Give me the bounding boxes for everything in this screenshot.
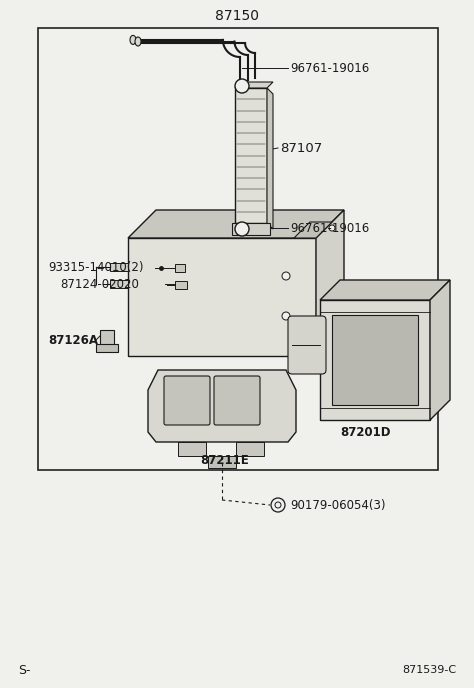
Bar (38, 28, 438, 470)
Text: 96761-19016: 96761-19016 (290, 222, 369, 235)
Bar (100, 330, 114, 348)
Bar (178, 442, 206, 456)
Polygon shape (235, 82, 273, 88)
Bar (110, 280, 128, 288)
Ellipse shape (130, 35, 136, 45)
Circle shape (282, 272, 290, 280)
Polygon shape (148, 370, 296, 442)
Text: 87107: 87107 (280, 142, 322, 155)
Bar (208, 456, 236, 468)
Bar (110, 263, 128, 271)
Text: 93315-14010(2): 93315-14010(2) (48, 261, 144, 275)
Polygon shape (267, 88, 273, 229)
Polygon shape (320, 280, 450, 300)
Ellipse shape (135, 37, 141, 46)
Polygon shape (294, 222, 332, 238)
Bar (332, 315, 418, 405)
Bar (128, 238, 316, 356)
Text: 87201D: 87201D (340, 425, 391, 438)
Circle shape (275, 502, 281, 508)
Text: 90179-06054(3): 90179-06054(3) (290, 499, 385, 511)
Circle shape (329, 225, 335, 231)
Text: 87126A: 87126A (48, 334, 98, 347)
Bar (232, 223, 270, 235)
Circle shape (271, 498, 285, 512)
Text: 871539-C: 871539-C (402, 665, 456, 675)
Bar (236, 442, 264, 456)
FancyBboxPatch shape (288, 316, 326, 374)
FancyBboxPatch shape (214, 376, 260, 425)
Text: 96761-19016: 96761-19016 (290, 61, 369, 74)
Text: 87211E: 87211E (200, 453, 249, 466)
FancyBboxPatch shape (164, 376, 210, 425)
Circle shape (282, 312, 290, 320)
Polygon shape (316, 210, 344, 356)
Bar (175, 281, 187, 289)
Text: 87124-02020: 87124-02020 (60, 279, 139, 292)
Text: S-: S- (18, 663, 30, 676)
Polygon shape (430, 280, 450, 420)
Text: 87150: 87150 (215, 9, 259, 23)
Bar (175, 264, 185, 272)
Bar (235, 88, 267, 223)
Polygon shape (128, 210, 344, 238)
Circle shape (235, 222, 249, 236)
Bar (320, 300, 430, 420)
Bar (96, 344, 118, 352)
Circle shape (235, 79, 249, 93)
